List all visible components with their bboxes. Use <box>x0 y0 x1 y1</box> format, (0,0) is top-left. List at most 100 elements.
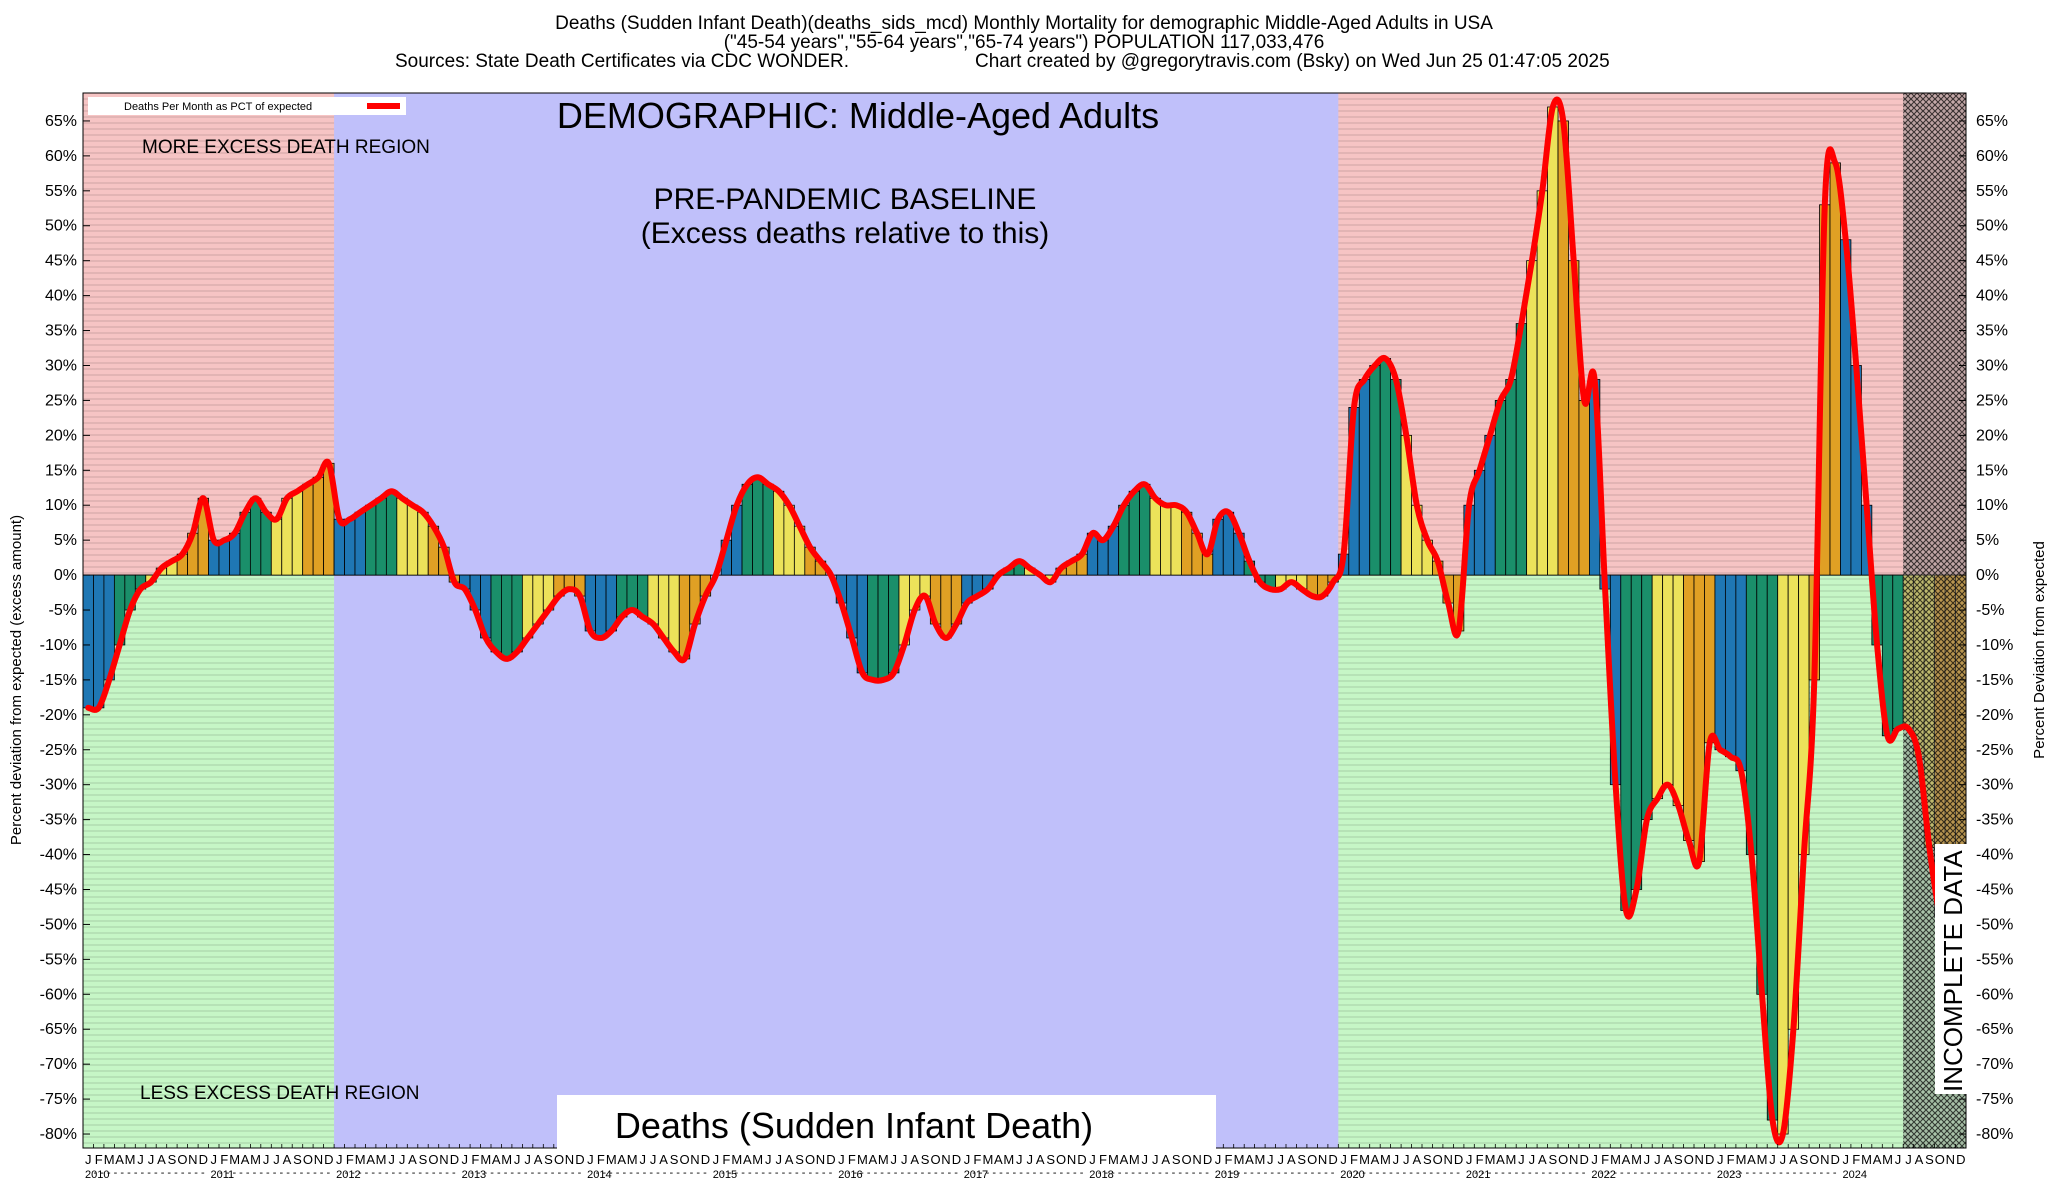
y-tick-label-left: 50% <box>45 218 77 235</box>
x-year-label: 2016 <box>838 1169 862 1181</box>
x-year-separator: - - - - - - - - - - - - - - - - - <box>721 1167 833 1179</box>
y-tick-label-right: -65% <box>1976 1021 2013 1038</box>
bar <box>647 574 659 625</box>
bar <box>490 574 502 653</box>
bar <box>344 518 356 576</box>
y-tick-label-right: 40% <box>1976 288 2008 305</box>
x-month-label: F <box>1225 1152 1233 1167</box>
x-year-label: 2018 <box>1089 1169 1113 1181</box>
y-tick-label-right: -70% <box>1976 1056 2013 1073</box>
x-month-label: A <box>1412 1152 1421 1167</box>
x-month-label: S <box>1548 1152 1557 1167</box>
x-month-label: M <box>1129 1152 1140 1167</box>
more-excess-label: MORE EXCESS DEATH REGION <box>142 137 430 158</box>
x-year-label: 2013 <box>462 1169 486 1181</box>
bar <box>1672 574 1684 807</box>
x-month-label: N <box>690 1152 699 1167</box>
y-axis-left: 65% 60% 55% 50% 45% 40% 35% 30% 25% 20% 15% 10% 5% 0%… <box>40 113 90 1143</box>
y-tick-label-left: -5% <box>49 602 77 619</box>
x-month-label: M <box>752 1152 763 1167</box>
y-tick-label-right: -25% <box>1976 742 2013 759</box>
incomplete-label-box <box>1935 844 1969 1094</box>
x-year-label: 2024 <box>1843 1169 1867 1181</box>
x-month-label: O <box>1558 1152 1568 1167</box>
x-month-label: N <box>1318 1152 1327 1167</box>
x-month-label: F <box>848 1152 856 1167</box>
x-month-label: A <box>868 1152 877 1167</box>
y-tick-label-left: -70% <box>40 1056 77 1073</box>
x-month-label: M <box>1359 1152 1370 1167</box>
x-month-label: M <box>982 1152 993 1167</box>
x-month-label: D <box>1956 1152 1965 1167</box>
x-month-label: O <box>428 1152 438 1167</box>
x-month-label: F <box>1476 1152 1484 1167</box>
x-year-separator: - - - - - - - - - - - - - - - - - <box>470 1167 582 1179</box>
bar <box>1651 574 1664 800</box>
x-month-label: F <box>471 1152 479 1167</box>
bar <box>417 511 429 576</box>
incomplete-label: INCOMPLETE DATA <box>1938 850 1968 1092</box>
x-month-label: A <box>1789 1152 1798 1167</box>
bar <box>365 504 377 576</box>
x-month-label: M <box>1108 1152 1119 1167</box>
x-month-label: J <box>901 1152 908 1167</box>
x-month-label: O <box>931 1152 941 1167</box>
bar <box>1704 574 1716 744</box>
bar <box>1777 574 1789 1135</box>
legend-label: Deaths Per Month as PCT of expected <box>124 101 312 113</box>
x-month-label: N <box>816 1152 825 1167</box>
x-year-separator: - - - - - - - - - - - - - - - - - <box>1098 1167 1210 1179</box>
bar <box>93 574 105 709</box>
x-month-label: J <box>650 1152 657 1167</box>
x-month-label: D <box>701 1152 710 1167</box>
y-tick-label-left: -65% <box>40 1021 77 1038</box>
x-month-label: A <box>1747 1152 1756 1167</box>
trend-line <box>85 96 1964 1146</box>
x-year-separator: - - - - - - - - - - - - - - - - - <box>1725 1167 1837 1179</box>
x-month-label: A <box>157 1152 166 1167</box>
x-month-label: D <box>1203 1152 1212 1167</box>
x-month-label: A <box>1036 1152 1045 1167</box>
bar <box>1526 260 1538 576</box>
x-month-label: D <box>1580 1152 1589 1167</box>
y-tick-label-left: 55% <box>45 183 77 200</box>
x-month-label: O <box>1433 1152 1443 1167</box>
x-month-label: N <box>1192 1152 1201 1167</box>
y-tick-label-left: -60% <box>40 986 77 1003</box>
bar <box>1892 574 1904 730</box>
bar <box>270 518 283 576</box>
bar <box>260 511 272 576</box>
bar <box>1128 490 1140 576</box>
bar <box>1379 358 1392 576</box>
y-tick-label-right: 15% <box>1976 462 2008 479</box>
y-tick-label-left: 0% <box>54 567 77 584</box>
x-year-label: 2015 <box>713 1169 737 1181</box>
x-month-label: A <box>366 1152 375 1167</box>
x-month-label: A <box>659 1152 668 1167</box>
bar <box>249 497 262 576</box>
x-month-label: M <box>480 1152 491 1167</box>
x-year-label: 2017 <box>964 1169 988 1181</box>
x-month-label: S <box>1046 1152 1055 1167</box>
bar <box>1578 400 1590 576</box>
x-month-label: J <box>1654 1152 1661 1167</box>
y-tick-label-left: -80% <box>40 1126 77 1143</box>
x-month-label: M <box>1631 1152 1642 1167</box>
x-month-label: A <box>910 1152 919 1167</box>
bar <box>1735 574 1747 772</box>
y-axis-right: 65% 60% 55% 50% 45% 40% 35% 30% 25% 20% 15% 10% 5% 0%… <box>1959 113 2013 1143</box>
x-year-label: 2010 <box>85 1169 109 1181</box>
x-month-label: A <box>534 1152 543 1167</box>
x-month-label: O <box>303 1152 313 1167</box>
y-tick-label-left: 15% <box>45 462 77 479</box>
y-tick-label-left: 35% <box>45 323 77 340</box>
bar <box>1358 379 1371 576</box>
y-tick-label-right: 30% <box>1976 357 2008 374</box>
x-month-label: A <box>283 1152 292 1167</box>
x-month-label: N <box>565 1152 574 1167</box>
x-year-label: 2012 <box>336 1169 360 1181</box>
x-month-label: A <box>617 1152 626 1167</box>
x-year-label: 2022 <box>1591 1169 1615 1181</box>
y-tick-label-right: 20% <box>1976 427 2008 444</box>
y-axis-title-right: Percent Deviation from expected <box>2031 541 2048 759</box>
